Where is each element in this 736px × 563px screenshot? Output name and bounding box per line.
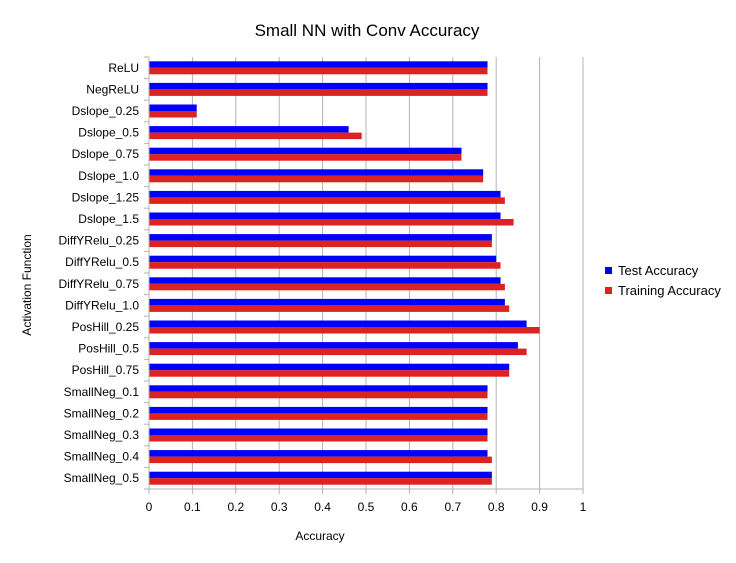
test-accuracy-bar — [149, 450, 488, 457]
x-tick-label: 0.7 — [444, 500, 461, 514]
training-accuracy-bar — [149, 219, 514, 226]
test-accuracy-bar — [149, 104, 197, 111]
training-accuracy-bar — [149, 262, 501, 269]
training-accuracy-bar — [149, 67, 488, 75]
training-accuracy-bar — [149, 89, 488, 96]
x-tick-label: 0.3 — [271, 500, 288, 514]
test-accuracy-bar — [149, 298, 505, 306]
legend-swatch — [605, 287, 612, 294]
test-accuracy-bar — [149, 169, 484, 176]
y-axis-title: Activation Function — [20, 234, 34, 335]
test-accuracy-bar — [149, 363, 510, 371]
test-accuracy-bar — [149, 471, 492, 479]
training-accuracy-bar — [149, 111, 197, 118]
x-axis-title: Accuracy — [295, 529, 344, 543]
test-accuracy-bar — [149, 147, 462, 155]
training-accuracy-bar — [149, 154, 462, 161]
x-tick-label: 0.9 — [531, 500, 548, 514]
category-label: Dslope_0.75 — [72, 147, 140, 161]
category-label: NegReLU — [86, 82, 139, 96]
x-tick-label: 0.4 — [314, 500, 331, 514]
legend-label: Training Accuracy — [618, 283, 721, 298]
category-label: DiffYRelu_1.0 — [65, 298, 139, 312]
training-accuracy-bar — [149, 197, 505, 204]
training-accuracy-bar — [149, 478, 492, 485]
training-accuracy-bar — [149, 305, 510, 312]
category-label: DiffYRelu_0.75 — [59, 277, 140, 291]
test-accuracy-bar — [149, 212, 501, 219]
category-label: PosHill_0.25 — [72, 320, 140, 334]
category-label: SmallNeg_0.3 — [64, 428, 140, 442]
test-accuracy-bar — [149, 255, 497, 263]
category-label: SmallNeg_0.4 — [64, 450, 140, 464]
test-accuracy-bar — [149, 342, 518, 349]
training-accuracy-bar — [149, 413, 488, 420]
test-accuracy-bar — [149, 406, 488, 414]
x-tick-label: 0 — [146, 500, 153, 514]
test-accuracy-bar — [149, 82, 488, 90]
category-label: ReLU — [108, 61, 139, 75]
category-label: Dslope_1.0 — [78, 169, 139, 183]
x-tick-label: 0.1 — [184, 500, 201, 514]
category-label: SmallNeg_0.2 — [64, 406, 140, 420]
training-accuracy-bar — [149, 391, 488, 399]
x-tick-label: 0.8 — [488, 500, 505, 514]
training-accuracy-bar — [149, 175, 484, 183]
test-accuracy-bar — [149, 190, 501, 198]
category-label: PosHill_0.5 — [78, 342, 139, 356]
test-accuracy-bar — [149, 234, 492, 241]
training-accuracy-bar — [149, 283, 505, 291]
training-accuracy-bar — [149, 348, 527, 356]
training-accuracy-bar — [149, 456, 492, 464]
test-accuracy-bar — [149, 428, 488, 435]
category-label: SmallNeg_0.5 — [64, 471, 140, 485]
x-tick-label: 0.2 — [227, 500, 244, 514]
training-accuracy-bar — [149, 370, 510, 377]
chart-title: Small NN with Conv Accuracy — [255, 21, 480, 40]
test-accuracy-bar — [149, 126, 349, 133]
category-label: DiffYRelu_0.5 — [65, 255, 139, 269]
legend-swatch — [605, 267, 612, 274]
training-accuracy-bar — [149, 435, 488, 442]
category-label: DiffYRelu_0.25 — [59, 234, 140, 248]
category-label: Dslope_1.5 — [78, 212, 139, 226]
category-label: PosHill_0.75 — [72, 363, 140, 377]
x-tick-label: 0.6 — [401, 500, 418, 514]
test-accuracy-bar — [149, 61, 488, 68]
training-accuracy-bar — [149, 132, 362, 140]
test-accuracy-bar — [149, 385, 488, 392]
training-accuracy-bar — [149, 327, 540, 334]
training-accuracy-bar — [149, 240, 492, 248]
test-accuracy-bar — [149, 320, 527, 327]
x-tick-label: 0.5 — [358, 500, 375, 514]
x-tick-label: 1 — [580, 500, 587, 514]
category-label: Dslope_0.5 — [78, 126, 139, 140]
category-label: SmallNeg_0.1 — [64, 385, 140, 399]
test-accuracy-bar — [149, 277, 501, 284]
legend-label: Test Accuracy — [618, 263, 699, 278]
category-label: Dslope_1.25 — [72, 190, 140, 204]
category-label: Dslope_0.25 — [72, 104, 140, 118]
